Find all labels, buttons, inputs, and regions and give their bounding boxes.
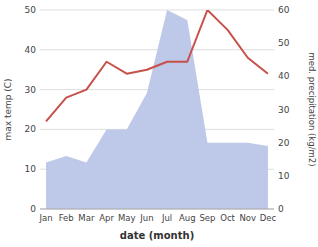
- y2-axis-label: med. precipitation (kg/m2): [307, 52, 317, 166]
- x-tick-label: Mar: [78, 213, 95, 223]
- x-tick-label: Oct: [220, 213, 235, 223]
- y-tick-label: 10: [25, 164, 37, 174]
- y-tick-label: 20: [25, 124, 37, 134]
- grid-line: [40, 49, 274, 50]
- plot-area: [46, 10, 268, 209]
- temperature-line: [46, 10, 268, 121]
- x-tick-label: Jun: [139, 213, 153, 223]
- precipitation-area: [46, 10, 268, 209]
- x-tick-label: Sep: [199, 213, 215, 223]
- grid-line: [40, 10, 274, 11]
- chart: 010203040500102030405060JanFebMarAprMayJ…: [0, 0, 318, 247]
- x-tick-label: Aug: [179, 213, 196, 223]
- x-axis-label: date (month): [120, 230, 194, 241]
- x-tick-label: Dec: [260, 213, 277, 223]
- y2-tick-label: 40: [278, 71, 290, 81]
- y2-tick-label: 50: [278, 38, 290, 48]
- y-tick-label: 50: [25, 5, 37, 15]
- x-axis-line: [40, 209, 274, 210]
- y2-tick-label: 0: [278, 204, 284, 214]
- y-tick-label: 0: [30, 204, 36, 214]
- y2-tick-label: 30: [278, 105, 290, 115]
- x-tick-label: May: [118, 213, 136, 223]
- x-tick-label: Jul: [161, 213, 172, 223]
- x-tick-label: Jan: [38, 213, 52, 223]
- y-axis-label: max temp (C): [3, 78, 13, 140]
- y2-tick-label: 60: [278, 5, 290, 15]
- y2-tick-label: 10: [278, 171, 290, 181]
- y-tick-label: 40: [25, 45, 37, 55]
- x-tick-label: Apr: [99, 213, 114, 223]
- y-tick-label: 30: [25, 85, 37, 95]
- x-tick-label: Feb: [59, 213, 74, 223]
- x-tick-label: Nov: [239, 213, 256, 223]
- y2-tick-label: 20: [278, 138, 290, 148]
- grid-line: [40, 209, 274, 210]
